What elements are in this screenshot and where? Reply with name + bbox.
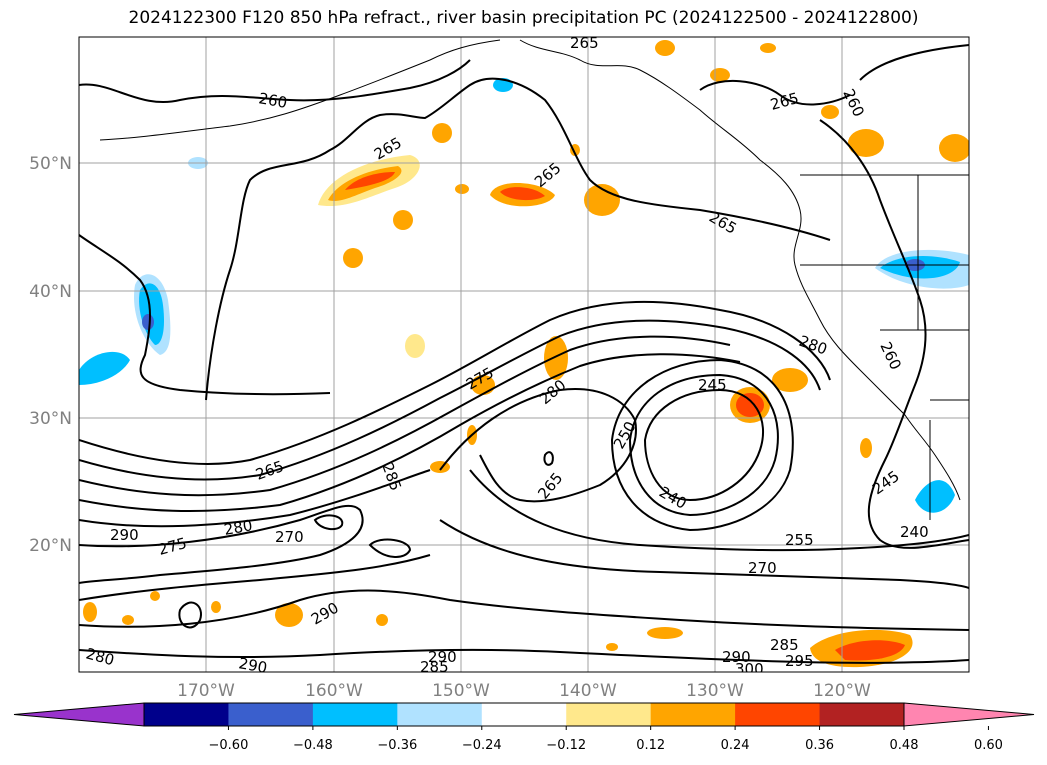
colorbar-segment <box>397 703 483 726</box>
lon-label-150w: 150°W <box>432 681 490 701</box>
contour-label: 285 <box>770 636 799 654</box>
precipitation-shading <box>79 40 969 668</box>
contour-label: 240 <box>900 523 929 541</box>
colorbar-tick-label: −0.60 <box>209 738 249 753</box>
contour-label: 295 <box>785 652 814 670</box>
lat-label-40n: 40°N <box>29 282 72 302</box>
longitude-labels: 170°W 160°W 150°W 140°W 130°W 120°W <box>177 681 871 701</box>
lon-label-120w: 120°W <box>813 681 871 701</box>
colorbar-segment <box>566 703 652 726</box>
lon-label-160w: 160°W <box>305 681 363 701</box>
graticule <box>79 37 969 672</box>
colorbar-min-extension <box>13 702 145 727</box>
latitude-labels: 50°N 40°N 30°N 20°N <box>29 154 72 556</box>
contour-label: 260 <box>257 89 288 112</box>
colorbar-tick-label: −0.12 <box>546 738 586 753</box>
lat-label-50n: 50°N <box>29 154 72 174</box>
colorbar-tick-label: 0.60 <box>974 738 1003 753</box>
colorbar-tick-label: 0.24 <box>721 738 750 753</box>
colorbar-segment <box>144 703 229 726</box>
map-title: 2024122300 F120 850 hPa refract., river … <box>128 8 919 28</box>
colorbar-tick-label: −0.36 <box>377 738 417 753</box>
lon-label-130w: 130°W <box>686 681 744 701</box>
contour-label: 255 <box>785 531 814 549</box>
colorbar-tick-label: 0.48 <box>890 738 919 753</box>
colorbar-frame <box>143 702 905 727</box>
contour-label: 265 <box>570 34 599 52</box>
lon-label-170w: 170°W <box>177 681 235 701</box>
contour-label: 285 <box>420 658 449 676</box>
colorbar-segment <box>650 703 736 726</box>
colorbar: −0.60 −0.48 −0.36 −0.24 −0.12 0.12 0.24 0.36 0.4… <box>13 702 1035 753</box>
colorbar-tick-label: −0.24 <box>462 738 502 753</box>
colorbar-segment <box>481 703 567 726</box>
contour-label: 270 <box>748 559 777 577</box>
colorbar-tick-label: 0.12 <box>636 738 665 753</box>
map-panel: 265 260 265 265 260 265 265 280 260 275 … <box>79 34 969 678</box>
colorbar-max-extension <box>903 702 1035 727</box>
colorbar-tick-label: −0.48 <box>293 738 333 753</box>
colorbar-segment <box>312 703 398 726</box>
contour-label: 270 <box>275 528 304 546</box>
map-frame <box>78 36 970 673</box>
contour-label: 300 <box>735 660 764 678</box>
colorbar-segment <box>819 703 905 726</box>
contour-label: 290 <box>110 526 139 544</box>
contour-label: 290 <box>722 648 751 666</box>
refractivity-contours <box>79 44 969 664</box>
contour-label: 290 <box>428 648 457 666</box>
contour-label: 245 <box>698 376 727 394</box>
lat-label-30n: 30°N <box>29 409 72 429</box>
contour-label: 290 <box>237 654 268 677</box>
colorbar-segment <box>735 703 821 726</box>
colorbar-tick-label: 0.36 <box>805 738 834 753</box>
lat-label-20n: 20°N <box>29 536 72 556</box>
lon-label-140w: 140°W <box>559 681 617 701</box>
colorbar-segment <box>228 703 314 726</box>
contour-label: 280 <box>223 516 254 539</box>
